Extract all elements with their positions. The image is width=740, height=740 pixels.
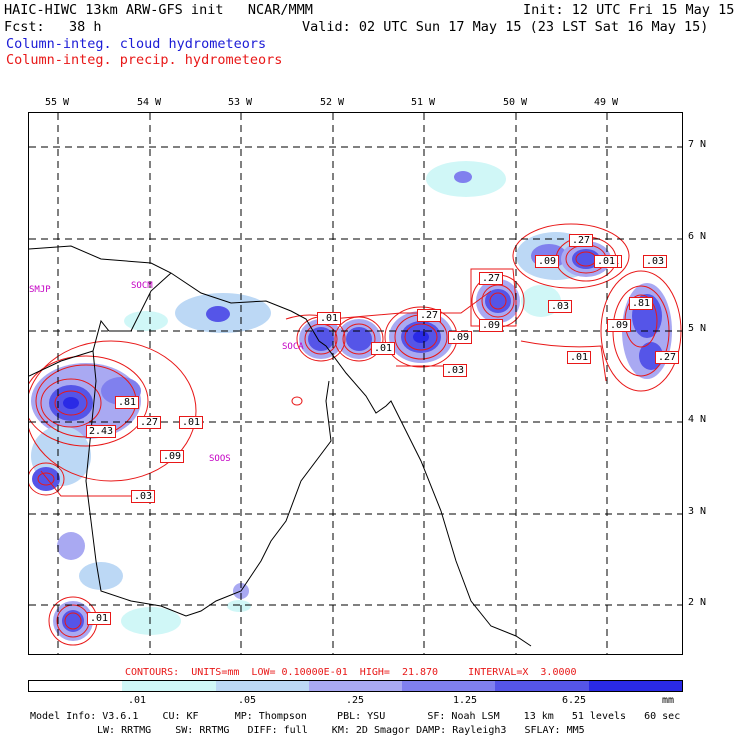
- map-graphics: [29, 113, 682, 654]
- contour-label: .81: [115, 396, 140, 409]
- contour-label: .27: [479, 272, 504, 285]
- field-label-cloud: Column-integ. cloud hydrometeors: [6, 36, 267, 52]
- model-info-line1: Model Info: V3.6.1 CU: KF MP: Thompson P…: [30, 711, 681, 722]
- colorbar-segment: [588, 681, 682, 691]
- contour-label: .27: [569, 234, 594, 247]
- lon-label: 55 W: [44, 97, 70, 108]
- lat-label: 6 N: [688, 231, 707, 242]
- contour-label: .27: [417, 309, 442, 322]
- contour-info: CONTOURS: UNITS=mm LOW= 0.10000E-01 HIGH…: [125, 667, 577, 678]
- colorbar-segment: [308, 681, 403, 691]
- colorbar: [28, 680, 683, 692]
- colorbar-tick: .05: [237, 695, 257, 706]
- contour-label: .01: [179, 416, 204, 429]
- coastlines: [29, 245, 532, 647]
- contour-label: .03: [443, 364, 468, 377]
- lon-label: 49 W: [593, 97, 619, 108]
- init-time: Init: 12 UTC Fri 15 May 15: [523, 2, 735, 18]
- lon-label: 52 W: [319, 97, 345, 108]
- colorbar-tick: .01: [127, 695, 147, 706]
- contour-label: .09: [607, 319, 632, 332]
- station-label: SOCM: [131, 281, 153, 291]
- colorbar-segment: [402, 681, 496, 691]
- contour-label: .01: [371, 342, 396, 355]
- station-label: SMJP: [29, 285, 51, 295]
- lon-label: 53 W: [227, 97, 253, 108]
- lat-label: 3 N: [688, 506, 707, 517]
- contour-label: .01: [567, 351, 592, 364]
- lon-label: 51 W: [410, 97, 436, 108]
- lat-label: 4 N: [688, 414, 707, 425]
- contour-label: .27: [655, 351, 680, 364]
- field-label-precip: Column-integ. precip. hydrometeors: [6, 52, 283, 68]
- colorbar-segment: [122, 681, 216, 691]
- contour-label: 2.43: [86, 425, 117, 438]
- contour-label: .03: [131, 490, 156, 503]
- colorbar-tick: .25: [345, 695, 365, 706]
- contour-label: .03: [548, 300, 573, 313]
- forecast-hour: Fcst: 38 h: [4, 19, 102, 35]
- contour-label: .01: [317, 312, 342, 325]
- contour-label: .09: [448, 331, 473, 344]
- colorbar-tick: 6.25: [561, 695, 587, 706]
- colorbar-units: mm: [661, 695, 675, 706]
- map-panel: .01 .27 .01 .09 .03 .09 .27 .01 .03 .01 …: [28, 112, 683, 655]
- precip-contours: [29, 223, 682, 646]
- contour-label: .09: [479, 319, 504, 332]
- contour-label: .01: [87, 612, 112, 625]
- contour-label: .09: [160, 450, 185, 463]
- lon-label: 50 W: [502, 97, 528, 108]
- contour-label: .03: [643, 255, 668, 268]
- contour-label: .09: [535, 255, 560, 268]
- colorbar-tick: 1.25: [452, 695, 478, 706]
- contour-label: .01: [594, 255, 619, 268]
- station-label: SOCA: [282, 342, 304, 352]
- model-title: HAIC-HIWC 13km ARW-GFS init NCAR/MMM: [4, 2, 313, 18]
- colorbar-segment: [29, 681, 123, 691]
- model-info-line2: LW: RRTMG SW: RRTMG DIFF: full KM: 2D Sm…: [97, 725, 585, 736]
- station-label: SOOS: [209, 454, 231, 464]
- valid-time: Valid: 02 UTC Sun 17 May 15 (23 LST Sat …: [302, 19, 709, 35]
- lat-label: 2 N: [688, 597, 707, 608]
- colorbar-segment: [495, 681, 589, 691]
- lon-label: 54 W: [136, 97, 162, 108]
- graticule: [29, 113, 682, 654]
- lat-label: 5 N: [688, 323, 707, 334]
- contour-label: .27: [137, 416, 162, 429]
- colorbar-segment: [215, 681, 309, 691]
- lat-label: 7 N: [688, 139, 707, 150]
- contour-label: .81: [629, 297, 654, 310]
